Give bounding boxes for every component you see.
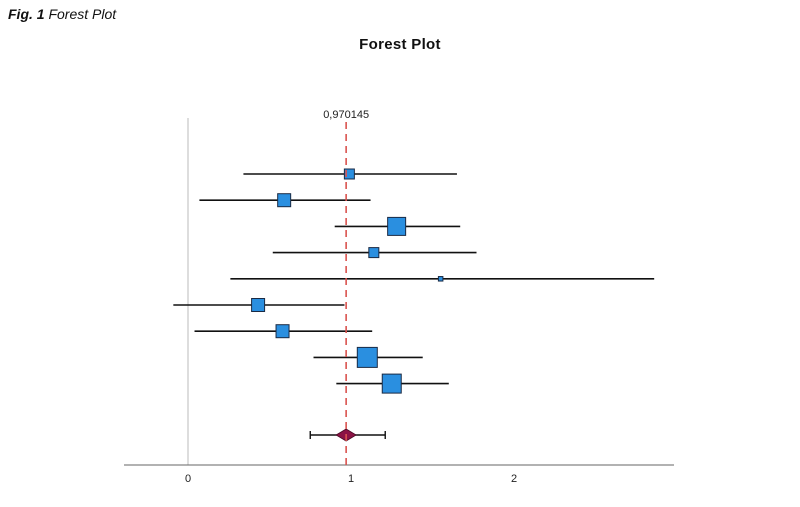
study-estimate-box: [381, 373, 402, 394]
x-tick-label: 1: [348, 473, 354, 485]
reference-line-label: 0,970145: [323, 109, 369, 121]
study-estimate-box: [437, 276, 444, 282]
study-estimate-box: [387, 216, 407, 236]
x-tick-label: 0: [185, 473, 191, 485]
figure-label: Fig. 1 Forest Plot: [8, 6, 116, 22]
study-estimate-box: [277, 193, 292, 208]
study-estimate-box: [251, 298, 266, 312]
figure-caption: Forest Plot: [48, 6, 117, 22]
chart-title: Forest Plot: [359, 36, 441, 53]
study-estimate-box: [368, 247, 380, 259]
x-tick-label: 2: [511, 473, 517, 485]
study-estimate-box: [275, 324, 290, 339]
study-estimate-box: [356, 346, 378, 368]
study-estimate-box: [343, 168, 355, 180]
figure-number: Fig. 1: [8, 6, 45, 22]
